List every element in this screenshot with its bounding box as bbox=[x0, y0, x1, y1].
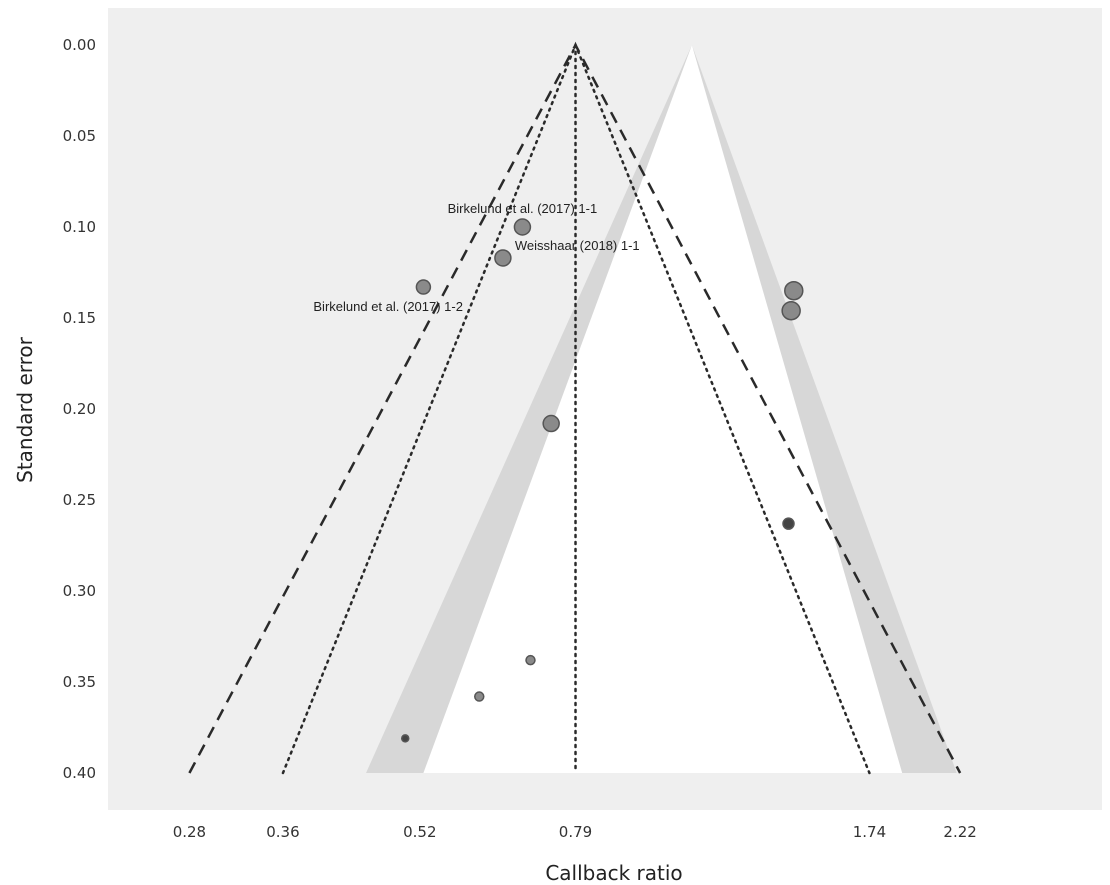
data-point-1 bbox=[513, 218, 532, 236]
y-tick-label-1: 0.00 bbox=[63, 36, 96, 54]
data-point-2 bbox=[494, 249, 512, 267]
y-tick-label-5: 0.20 bbox=[63, 400, 96, 418]
funnel-region bbox=[366, 45, 957, 773]
x-tick-label-6: 2.22 bbox=[943, 823, 976, 841]
x-axis-title: Callback ratio bbox=[545, 861, 682, 885]
x-tick-label-1: 0.28 bbox=[173, 823, 206, 841]
y-axis-title: Standard error bbox=[13, 336, 37, 483]
data-point-6 bbox=[542, 414, 560, 433]
dotted-funnel-line bbox=[281, 41, 871, 775]
data-point-7 bbox=[782, 517, 795, 530]
x-tick-label-3: 0.52 bbox=[403, 823, 436, 841]
funnel-inner-region bbox=[423, 45, 903, 773]
y-tick-label-7: 0.30 bbox=[63, 582, 96, 600]
data-points bbox=[400, 218, 804, 743]
point-label-1: Birkelund et al. (2017) 1-1 bbox=[448, 201, 598, 216]
y-tick-label-6: 0.25 bbox=[63, 491, 96, 509]
y-tick-label-4: 0.15 bbox=[63, 309, 96, 327]
point-label-3: Birkelund et al. (2017) 1-2 bbox=[313, 299, 463, 314]
reference-lines bbox=[188, 41, 962, 775]
data-point-10 bbox=[400, 734, 410, 743]
data-point-4 bbox=[784, 280, 804, 301]
y-axis: 0.00 0.05 0.10 0.15 0.20 0.25 0.30 0.35 0.40 bbox=[63, 36, 96, 782]
data-point-5 bbox=[781, 300, 801, 321]
x-tick-label-2: 0.36 bbox=[266, 823, 299, 841]
y-tick-label-8: 0.35 bbox=[63, 673, 96, 691]
y-tick-label-2: 0.05 bbox=[63, 127, 96, 145]
data-point-8 bbox=[525, 654, 536, 666]
x-axis: 0.28 0.36 0.52 0.79 1.74 2.22 bbox=[173, 823, 977, 841]
point-label-2: Weisshaar (2018) 1-1 bbox=[515, 238, 640, 253]
data-point-3 bbox=[415, 279, 432, 295]
point-annotations: Birkelund et al. (2017) 1-1 Weisshaar (20… bbox=[313, 201, 639, 314]
x-tick-label-4: 0.79 bbox=[559, 823, 592, 841]
y-tick-label-9: 0.40 bbox=[63, 764, 96, 782]
y-tick-label-3: 0.10 bbox=[63, 218, 96, 236]
x-tick-label-5: 1.74 bbox=[853, 823, 886, 841]
data-point-9 bbox=[474, 691, 485, 702]
